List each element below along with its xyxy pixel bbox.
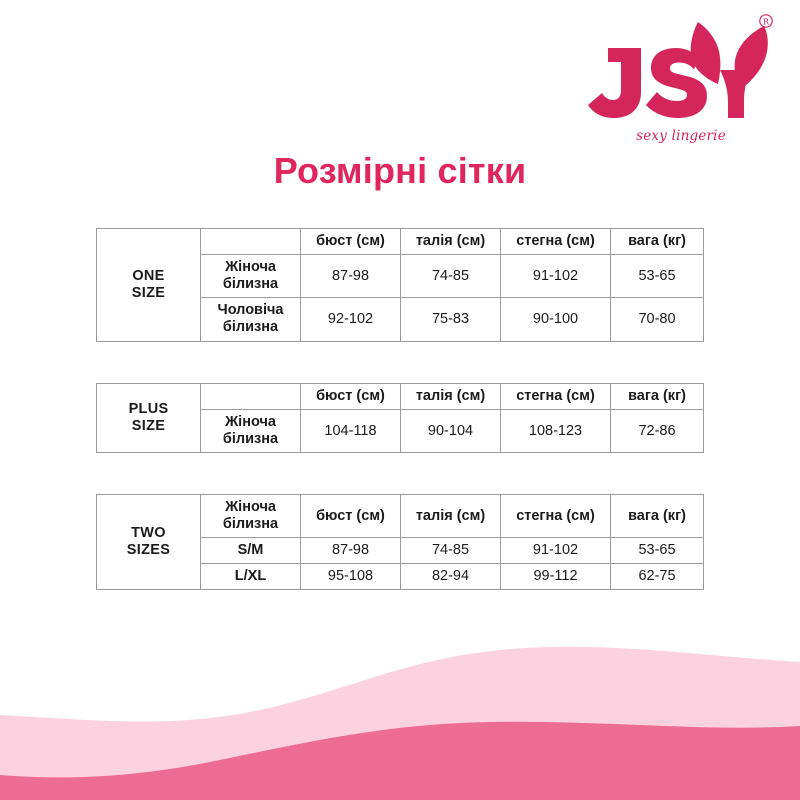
size-group-label-line1: TWO bbox=[131, 525, 166, 542]
header-hips: стегна (см) bbox=[500, 227, 611, 256]
cell-weight: 70-80 bbox=[610, 297, 704, 342]
table-row: Чоловіча білизна 92-102 75-83 90-100 70-… bbox=[97, 297, 704, 342]
row-kind-line1: Чоловіча bbox=[217, 302, 284, 319]
header-kind-empty bbox=[200, 382, 301, 411]
cell-waist: 75-83 bbox=[400, 297, 501, 342]
decorative-wave-footer bbox=[0, 646, 800, 800]
table-row: Жіноча білизна 104-118 90-104 108-123 72… bbox=[97, 409, 704, 454]
header-kind-line1: Жіноча bbox=[225, 499, 276, 515]
size-group-label-line2: SIZE bbox=[131, 284, 166, 301]
size-group-label: ONE SIZE bbox=[96, 228, 201, 342]
header-weight: вага (кг) bbox=[610, 382, 704, 411]
cell-weight: 53-65 bbox=[610, 254, 704, 299]
header-kind-empty bbox=[200, 227, 301, 256]
cell-waist: 90-104 bbox=[400, 409, 501, 454]
page-title: Розмірні сітки bbox=[273, 150, 527, 191]
jsy-leaf-logo-icon: R bbox=[588, 14, 773, 118]
header-bust: бюст (см) bbox=[300, 227, 401, 256]
table-row-header: PLUS SIZE бюст (см) талія (см) стегна (с… bbox=[96, 382, 704, 454]
cell-weight: 53-65 bbox=[610, 537, 704, 565]
size-group-label-line1: ONE bbox=[132, 267, 165, 284]
wave-dark-shape bbox=[0, 721, 800, 800]
row-kind-line1: Жіноча bbox=[225, 414, 276, 431]
table-row-header: ONE SIZE бюст (см) талія (см) стегна (см… bbox=[96, 227, 704, 342]
cell-hips: 99-112 bbox=[500, 563, 611, 591]
size-table-plus-size: PLUS SIZE бюст (см) талія (см) стегна (с… bbox=[96, 382, 704, 454]
header-kind-line2: білизна bbox=[222, 516, 279, 533]
cell-bust: 92-102 bbox=[300, 297, 401, 342]
row-kind-line1: Жіноча bbox=[225, 259, 276, 276]
row-kind-line2: білизна bbox=[222, 276, 279, 293]
row-size: L/XL bbox=[200, 563, 301, 591]
header-bust: бюст (см) bbox=[300, 382, 401, 411]
cell-waist: 74-85 bbox=[400, 254, 501, 299]
header-hips: стегна (см) bbox=[500, 382, 611, 411]
cell-hips: 90-100 bbox=[500, 297, 611, 342]
cell-hips: 91-102 bbox=[500, 537, 611, 565]
header-bust: бюст (см) bbox=[300, 493, 401, 539]
cell-bust: 95-108 bbox=[300, 563, 401, 591]
row-kind: Жіноча білизна bbox=[200, 254, 301, 299]
size-group-label-line2: SIZES bbox=[126, 542, 171, 559]
cell-weight: 72-86 bbox=[610, 409, 704, 454]
table-row: L/XL 95-108 82-94 99-112 62-75 bbox=[97, 563, 704, 591]
size-group-label: PLUS SIZE bbox=[96, 382, 201, 454]
table-row-header: TWO SIZES Жіноча білизна бюст (см) талія… bbox=[96, 493, 704, 591]
cell-bust: 87-98 bbox=[300, 254, 401, 299]
brand-logo: R sexy lingerie bbox=[586, 14, 776, 146]
header-kind: Жіноча білизна bbox=[200, 493, 301, 539]
cell-waist: 74-85 bbox=[400, 537, 501, 565]
size-group-label: TWO SIZES bbox=[96, 493, 201, 591]
header-waist: талія (см) bbox=[400, 493, 501, 539]
size-group-label-line1: PLUS bbox=[128, 401, 169, 418]
row-kind-line2: білизна bbox=[222, 431, 279, 448]
cell-bust: 87-98 bbox=[300, 537, 401, 565]
header-hips: стегна (см) bbox=[500, 493, 611, 539]
row-size: S/M bbox=[200, 537, 301, 565]
size-table-one-size: ONE SIZE бюст (см) талія (см) стегна (см… bbox=[96, 227, 704, 342]
svg-text:R: R bbox=[763, 18, 770, 27]
cell-hips: 91-102 bbox=[500, 254, 611, 299]
row-kind: Жіноча білизна bbox=[200, 409, 301, 454]
size-table-two-sizes: TWO SIZES Жіноча білизна бюст (см) талія… bbox=[96, 493, 704, 591]
header-weight: вага (кг) bbox=[610, 227, 704, 256]
table-row: Жіноча білизна 87-98 74-85 91-102 53-65 bbox=[97, 254, 704, 299]
header-waist: талія (см) bbox=[400, 227, 501, 256]
row-kind: Чоловіча білизна bbox=[200, 297, 301, 342]
row-kind-line2: білизна bbox=[222, 319, 279, 336]
cell-hips: 108-123 bbox=[500, 409, 611, 454]
cell-waist: 82-94 bbox=[400, 563, 501, 591]
header-weight: вага (кг) bbox=[610, 493, 704, 539]
brand-tagline: sexy lingerie bbox=[636, 128, 726, 144]
size-group-label-line2: SIZE bbox=[131, 418, 166, 435]
header-waist: талія (см) bbox=[400, 382, 501, 411]
cell-weight: 62-75 bbox=[610, 563, 704, 591]
cell-bust: 104-118 bbox=[300, 409, 401, 454]
